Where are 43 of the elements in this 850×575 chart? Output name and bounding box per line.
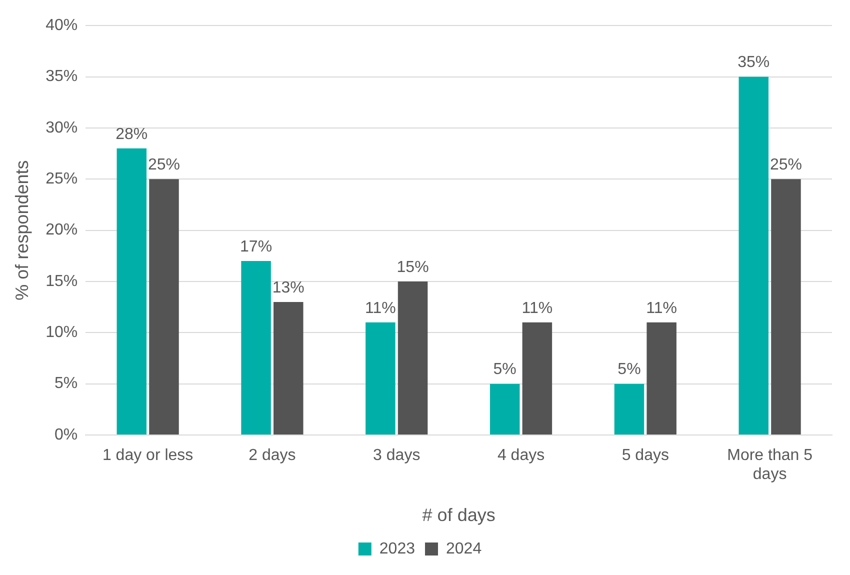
legend-label: 2024 <box>446 540 482 558</box>
y-tick-label: 25% <box>46 170 78 188</box>
y-tick-label: 5% <box>54 375 78 392</box>
data-label: 35% <box>738 54 770 72</box>
x-tick-label: More than 5 days <box>727 447 813 484</box>
y-tick-label: 35% <box>46 68 78 86</box>
data-label: 17% <box>240 238 272 256</box>
bar <box>738 76 769 434</box>
bar <box>241 261 271 434</box>
x-tick-label: 2 days <box>248 447 296 464</box>
y-tick-label: 15% <box>46 272 78 290</box>
y-tick-label: 30% <box>46 119 78 136</box>
x-tick-label: 1 day or less <box>102 447 194 464</box>
data-label: 11% <box>522 300 553 317</box>
data-label: 5% <box>493 361 516 378</box>
x-tick-label: 3 days <box>373 447 420 464</box>
x-axis-title: # of days <box>422 505 496 526</box>
data-label: 11% <box>646 300 677 317</box>
bar <box>274 302 304 434</box>
y-tick-label: 40% <box>46 17 78 34</box>
bar <box>149 179 179 434</box>
y-axis-title: % of respondents <box>12 160 32 300</box>
data-label: 13% <box>272 279 304 296</box>
bar <box>522 322 552 434</box>
x-tick-label: 5 days <box>622 447 669 464</box>
data-label: 28% <box>116 126 148 143</box>
data-label: 11% <box>365 300 396 317</box>
legend-label: 2023 <box>379 540 416 558</box>
bar <box>490 384 520 434</box>
x-tick-label: 4 days <box>497 447 545 464</box>
bar <box>398 281 428 434</box>
y-tick-label: 0% <box>54 426 78 444</box>
bar <box>366 322 396 434</box>
bar <box>646 322 676 434</box>
data-label: 15% <box>396 258 429 276</box>
data-label: 25% <box>770 156 802 174</box>
bar <box>116 148 147 434</box>
y-tick-label: 20% <box>46 222 78 239</box>
bar <box>614 384 644 434</box>
data-label: 25% <box>148 156 180 174</box>
data-label: 5% <box>618 361 641 378</box>
bar <box>771 179 801 434</box>
y-tick-label: 10% <box>46 324 78 342</box>
